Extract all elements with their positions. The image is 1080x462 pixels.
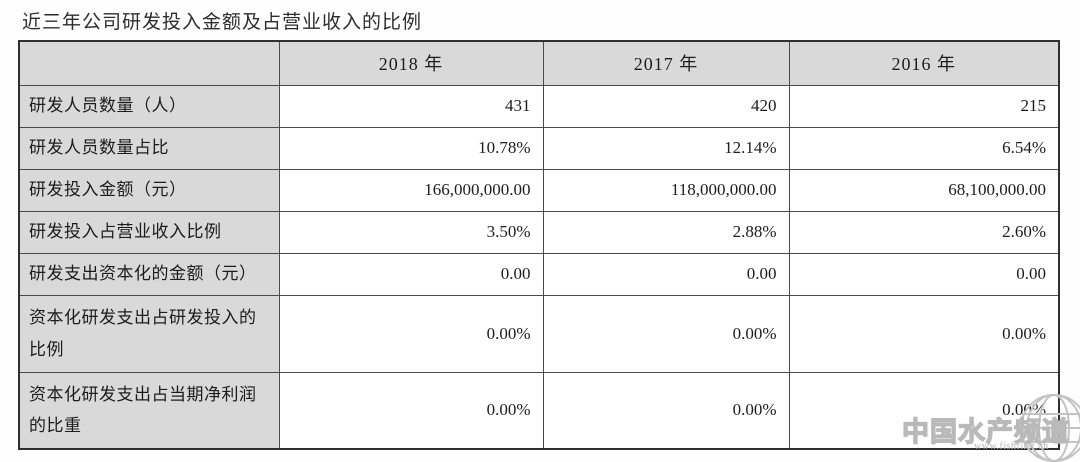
rd-investment-table: 2018 年 2017 年 2016 年 研发人员数量（人） 431 420 2… [18, 40, 1060, 450]
cell-value: 3.50% [278, 210, 544, 254]
header-year-2016: 2016 年 [788, 40, 1060, 86]
table-row: 资本化研发支出占研发投入的比例 0.00% 0.00% 0.00% [18, 294, 1060, 373]
header-year-2017: 2017 年 [542, 40, 790, 86]
cell-value: 12.14% [542, 126, 790, 170]
row-label: 研发人员数量占比 [18, 126, 280, 170]
cell-value: 6.54% [788, 126, 1060, 170]
row-label: 研发支出资本化的金额（元） [18, 252, 280, 296]
table-row: 研发人员数量（人） 431 420 215 [18, 84, 1060, 128]
cell-value: 0.00 [278, 252, 544, 296]
cell-value: 2.88% [542, 210, 790, 254]
cell-value: 0.00% [278, 294, 544, 373]
cell-value: 166,000,000.00 [278, 168, 544, 212]
cell-value: 0.00 [788, 252, 1060, 296]
cell-value: 68,100,000.00 [788, 168, 1060, 212]
row-label: 研发投入占营业收入比例 [18, 210, 280, 254]
row-label: 研发人员数量（人） [18, 84, 280, 128]
table-row: 研发人员数量占比 10.78% 12.14% 6.54% [18, 126, 1060, 170]
cell-value: 0.00 [542, 252, 790, 296]
cell-value: 420 [542, 84, 790, 128]
table-row: 研发投入金额（元） 166,000,000.00 118,000,000.00 … [18, 168, 1060, 212]
cell-value: 215 [788, 84, 1060, 128]
cell-value: 0.00% [542, 294, 790, 373]
row-label: 研发投入金额（元） [18, 168, 280, 212]
table-header-row: 2018 年 2017 年 2016 年 [18, 40, 1060, 86]
cell-value: 0.00% [788, 294, 1060, 373]
row-label: 资本化研发支出占当期净利润的比重 [18, 371, 280, 450]
row-label: 资本化研发支出占研发投入的比例 [18, 294, 280, 373]
cell-value: 0.00% [278, 371, 544, 450]
cell-value: 10.78% [278, 126, 544, 170]
cell-value: 0.00% [788, 371, 1060, 450]
cell-value: 431 [278, 84, 544, 128]
table-row: 研发支出资本化的金额（元） 0.00 0.00 0.00 [18, 252, 1060, 296]
cell-value: 0.00% [542, 371, 790, 450]
header-empty-cell [18, 40, 280, 86]
table-row: 研发投入占营业收入比例 3.50% 2.88% 2.60% [18, 210, 1060, 254]
page-title: 近三年公司研发投入金额及占营业收入的比例 [22, 12, 423, 33]
cell-value: 118,000,000.00 [542, 168, 790, 212]
header-year-2018: 2018 年 [278, 40, 544, 86]
cell-value: 2.60% [788, 210, 1060, 254]
table-row: 资本化研发支出占当期净利润的比重 0.00% 0.00% 0.00% [18, 371, 1060, 450]
